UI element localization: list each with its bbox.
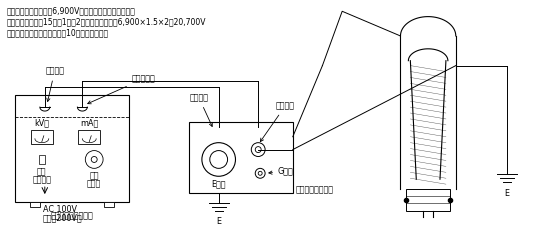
Text: 高圧端子: 高圧端子: [189, 93, 212, 126]
Bar: [30, 202, 40, 207]
Text: E: E: [505, 189, 510, 198]
Circle shape: [91, 156, 97, 162]
Text: アース端子: アース端子: [87, 74, 156, 104]
Text: 電技解釈第15条第1項第2号の規定に基づき6,900×1.5×2＝20,700V: 電技解釈第15条第1項第2号の規定に基づき6,900×1.5×2＝20,700V: [6, 17, 206, 26]
Text: kV計: kV計: [34, 118, 50, 127]
Circle shape: [251, 143, 265, 156]
Text: 高圧端子: 高圧端子: [45, 67, 64, 101]
Text: G端子: G端子: [269, 167, 294, 176]
Text: 調整器: 調整器: [87, 179, 101, 188]
Circle shape: [255, 147, 261, 152]
Circle shape: [258, 171, 262, 175]
Text: 電源: 電源: [37, 167, 47, 176]
Text: mA計: mA計: [80, 118, 98, 127]
Circle shape: [210, 151, 228, 168]
Circle shape: [202, 143, 235, 176]
Text: 接地端子: 接地端子: [260, 101, 295, 142]
Bar: [79, 130, 100, 144]
Text: E: E: [216, 217, 221, 226]
Circle shape: [85, 151, 103, 168]
Text: （試験器の側面図）: （試験器の側面図）: [51, 212, 94, 221]
Text: または200Vへ: または200Vへ: [43, 214, 82, 223]
Circle shape: [255, 168, 265, 178]
Text: の直流電圧を連続して10分間印加する。: の直流電圧を連続して10分間印加する。: [6, 28, 108, 37]
Text: AC 100V: AC 100V: [43, 205, 77, 214]
Text: スイッチ: スイッチ: [32, 175, 51, 184]
Bar: [406, 189, 450, 211]
Bar: [39, 155, 45, 164]
Bar: [189, 122, 293, 193]
Text: E端子: E端子: [211, 179, 226, 188]
Bar: [15, 95, 129, 202]
Text: 電圧: 電圧: [90, 171, 99, 180]
Text: （注）　最大使用電圧6,900Vの高圧ケーブルの場合は、: （注） 最大使用電圧6,900Vの高圧ケーブルの場合は、: [6, 6, 135, 15]
Bar: [104, 202, 114, 207]
Text: （試験器平面図）: （試験器平面図）: [296, 185, 334, 194]
Bar: [31, 130, 53, 144]
